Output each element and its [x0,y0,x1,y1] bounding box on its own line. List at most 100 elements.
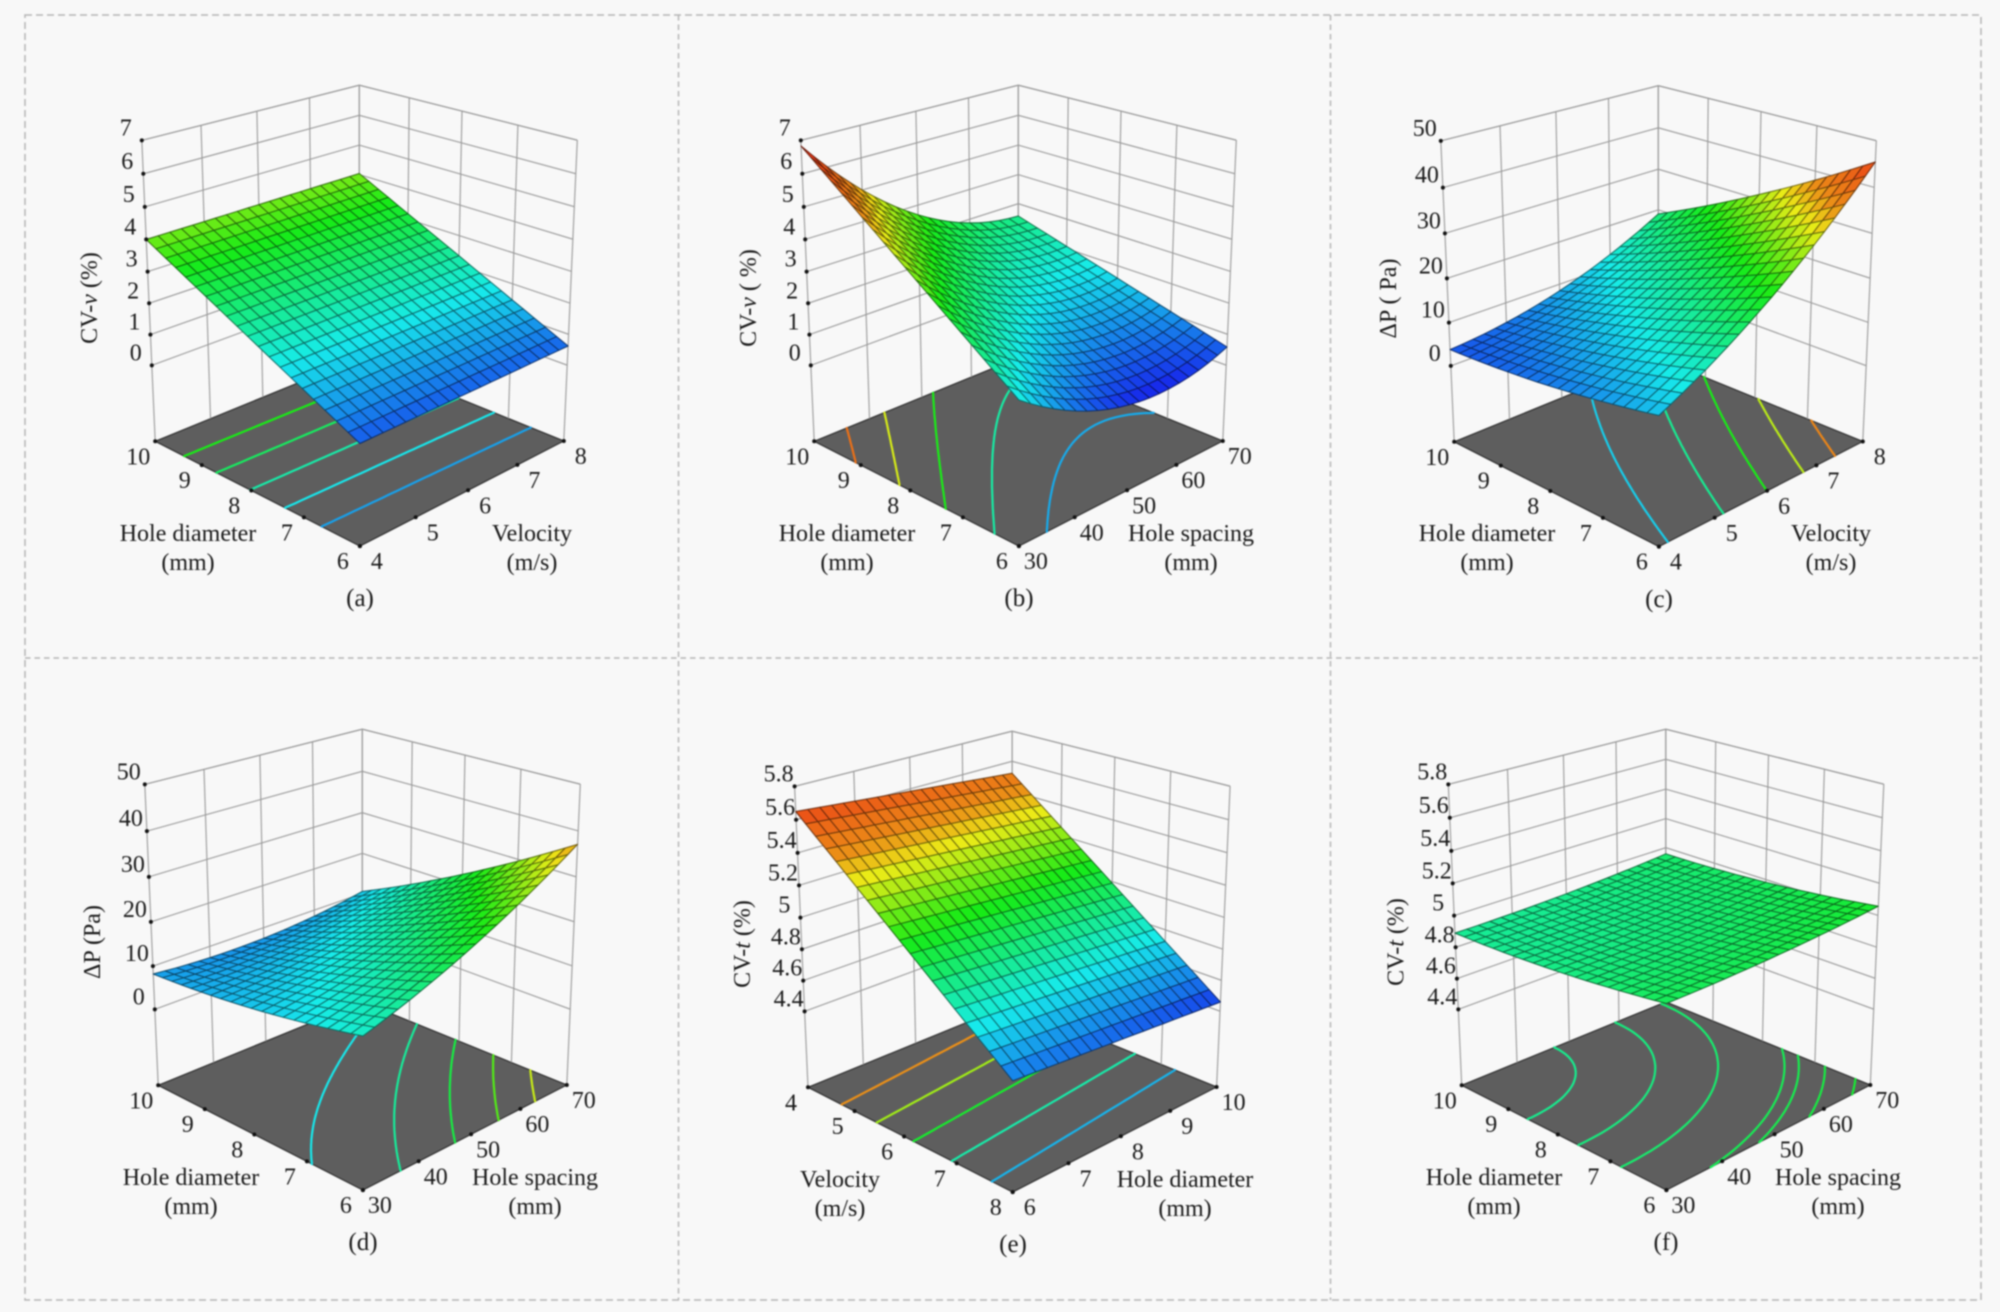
svg-text:50: 50 [476,1137,500,1163]
svg-text:4: 4 [124,214,136,240]
svg-text:9: 9 [1181,1114,1193,1140]
svg-text:7: 7 [1587,1164,1599,1190]
svg-text:10: 10 [1421,298,1445,324]
svg-text:4: 4 [785,1090,797,1116]
svg-text:Velocity: Velocity [492,521,572,547]
svg-text:7: 7 [284,1164,296,1190]
svg-text:60: 60 [1829,1112,1853,1138]
svg-text:(m/s): (m/s) [507,550,558,576]
svg-text:70: 70 [572,1088,596,1114]
svg-text:5.6: 5.6 [765,795,795,821]
svg-text:30: 30 [1417,208,1441,234]
svg-text:Hole diameter: Hole diameter [120,521,257,547]
svg-text:(mm): (mm) [508,1194,561,1220]
svg-text:7: 7 [934,1166,946,1192]
svg-text:60: 60 [525,1112,549,1138]
svg-text:(e): (e) [999,1231,1027,1258]
svg-text:0: 0 [133,984,145,1010]
svg-text:6: 6 [479,493,491,519]
svg-text:5: 5 [1432,891,1444,917]
svg-text:40: 40 [1727,1164,1751,1190]
svg-text:30: 30 [1024,549,1048,575]
svg-text:50: 50 [1780,1137,1804,1163]
svg-text:10: 10 [785,444,809,470]
svg-text:6: 6 [121,149,133,175]
svg-text:4.8: 4.8 [771,924,801,950]
svg-text:8: 8 [228,494,240,520]
svg-text:Hole spacing: Hole spacing [472,1165,598,1191]
svg-text:8: 8 [1132,1139,1144,1165]
svg-text:7: 7 [940,520,952,546]
svg-text:5.4: 5.4 [767,828,797,854]
svg-text:7: 7 [281,520,293,546]
svg-text:4: 4 [371,549,383,575]
svg-text:4: 4 [783,214,795,240]
svg-text:30: 30 [368,1193,392,1219]
svg-text:(mm): (mm) [1164,550,1217,576]
svg-text:ΔP ( Pa): ΔP ( Pa) [1376,259,1402,339]
svg-text:(m/s): (m/s) [815,1196,866,1222]
svg-text:5: 5 [778,893,790,919]
svg-text:6: 6 [340,1193,352,1219]
svg-text:(mm): (mm) [161,550,214,576]
svg-text:1: 1 [787,310,799,336]
svg-text:60: 60 [1181,468,1205,494]
svg-text:8: 8 [231,1138,243,1164]
svg-text:20: 20 [1419,253,1443,279]
svg-text:6: 6 [1643,1193,1655,1219]
svg-text:8: 8 [1535,1138,1547,1164]
svg-text:70: 70 [1875,1088,1899,1114]
svg-text:9: 9 [179,468,191,494]
svg-text:6: 6 [1024,1195,1036,1221]
svg-text:6: 6 [780,149,792,175]
svg-text:(mm): (mm) [1460,550,1513,576]
svg-text:CV-t (%): CV-t (%) [730,900,756,988]
svg-text:Velocity: Velocity [1791,521,1871,547]
svg-text:4.8: 4.8 [1425,922,1455,948]
svg-text:30: 30 [121,852,145,878]
svg-text:7: 7 [120,115,132,141]
svg-text:(d): (d) [348,1229,377,1256]
svg-text:CV-t (%): CV-t (%) [1384,898,1410,986]
svg-text:(m/s): (m/s) [1806,550,1857,576]
svg-text:6: 6 [996,549,1008,575]
svg-text:7: 7 [528,468,540,494]
svg-text:3: 3 [126,247,138,273]
svg-text:6: 6 [1778,494,1790,520]
svg-text:40: 40 [1415,163,1439,189]
svg-text:Hole spacing: Hole spacing [1775,1165,1901,1191]
svg-text:8: 8 [887,494,899,520]
svg-text:5.8: 5.8 [764,761,794,787]
svg-text:Hole diameter: Hole diameter [1419,521,1556,547]
svg-text:CV-v ( %): CV-v ( %) [736,249,762,347]
svg-text:10: 10 [126,444,150,470]
svg-text:40: 40 [119,806,143,832]
svg-text:50: 50 [1132,493,1156,519]
svg-text:ΔP (Pa): ΔP (Pa) [80,905,106,979]
svg-text:6: 6 [881,1140,893,1166]
svg-text:4.6: 4.6 [1426,954,1456,980]
svg-text:8: 8 [575,444,587,470]
svg-text:10: 10 [129,1088,153,1114]
svg-text:10: 10 [1222,1090,1246,1116]
svg-text:50: 50 [1413,116,1437,142]
svg-text:(mm): (mm) [1811,1194,1864,1220]
svg-text:0: 0 [1429,341,1441,367]
svg-text:30: 30 [1671,1193,1695,1219]
svg-text:5.6: 5.6 [1419,793,1449,819]
svg-text:8: 8 [1874,445,1886,471]
svg-text:2: 2 [786,278,798,304]
svg-text:10: 10 [125,941,149,967]
svg-text:9: 9 [182,1112,194,1138]
svg-text:5.2: 5.2 [1422,858,1452,884]
svg-text:6: 6 [1636,550,1648,576]
svg-text:5: 5 [782,182,794,208]
svg-text:9: 9 [1478,469,1490,495]
svg-text:0: 0 [789,340,801,366]
svg-text:7: 7 [1580,521,1592,547]
svg-text:(mm): (mm) [1467,1194,1520,1220]
svg-text:Hole diameter: Hole diameter [1426,1165,1563,1191]
svg-text:(mm): (mm) [1158,1196,1211,1222]
svg-text:50: 50 [117,759,141,785]
svg-text:8: 8 [1527,494,1539,520]
